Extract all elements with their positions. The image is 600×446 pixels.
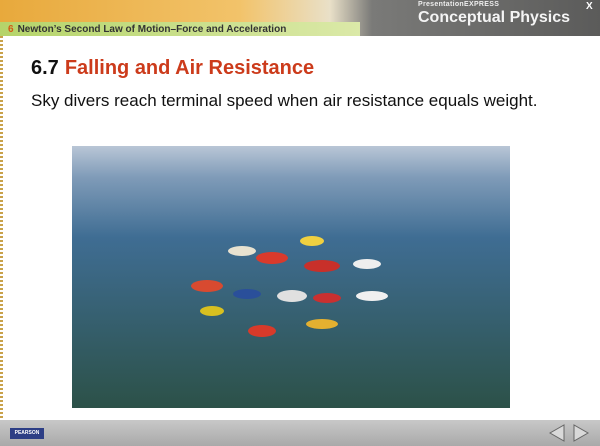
photo: [72, 146, 510, 408]
chapter-title: Newton’s Second Law of Motion–Force and …: [18, 24, 287, 35]
photo-background: [72, 146, 510, 408]
next-arrow[interactable]: [574, 425, 588, 441]
slide-title: 6.7 Falling and Air Resistance: [31, 57, 314, 80]
brand: Conceptual Physics: [418, 9, 570, 27]
slide-page: 6 Newton’s Second Law of Motion–Force and…: [0, 0, 600, 446]
chapter-number: 6: [8, 24, 14, 35]
prev-arrow[interactable]: [550, 425, 564, 441]
footer: PEARSON: [0, 420, 600, 446]
chapter: 6 Newton’s Second Law of Motion–Force and…: [8, 24, 286, 35]
nav: [548, 424, 592, 442]
close-button[interactable]: X: [586, 1, 593, 12]
brand-small: PresentationEXPRESS: [418, 1, 499, 8]
section-number: 6.7: [31, 57, 59, 79]
body-text: Sky divers reach terminal speed when air…: [31, 90, 571, 112]
border: [0, 36, 3, 420]
publisher-logo: PEARSON: [10, 428, 44, 439]
title-text: Falling and Air Resistance: [65, 57, 314, 79]
